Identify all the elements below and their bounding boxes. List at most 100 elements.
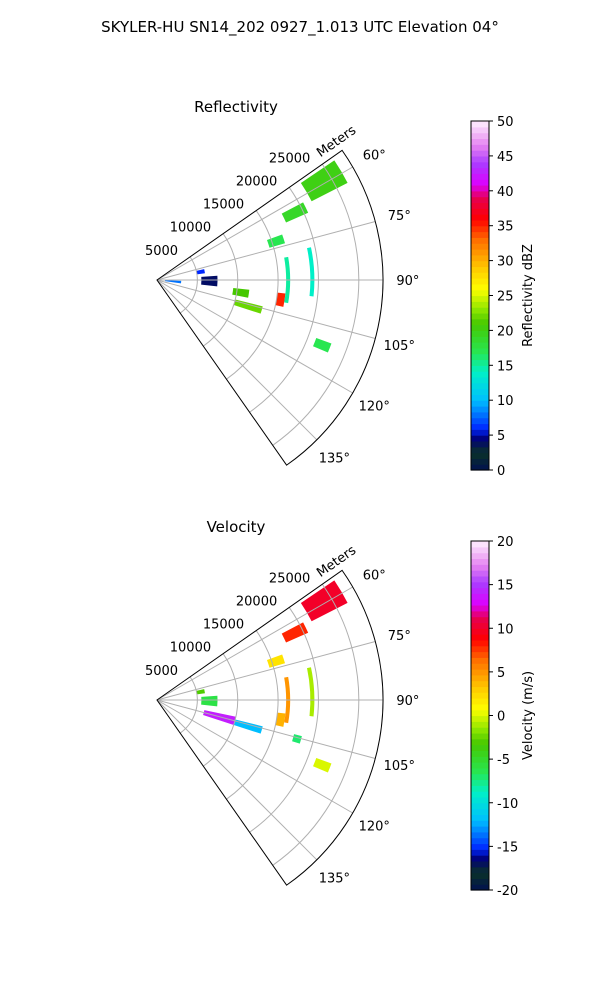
colorbar-swatch xyxy=(471,738,489,746)
echo-region xyxy=(266,234,286,248)
colorbar-swatch xyxy=(471,593,489,600)
range-tick-label: 5000 xyxy=(145,664,178,679)
range-ring xyxy=(249,187,319,413)
echo-region xyxy=(232,288,250,298)
azimuth-tick-label: 135° xyxy=(319,871,350,886)
range-ring xyxy=(272,163,360,446)
colorbar: 0 5 10 15 20 25 30 35 40 45 50 Reflectivity dBZ xyxy=(470,115,536,479)
colorbar-swatch xyxy=(471,150,489,157)
colorbar-swatch xyxy=(471,144,489,151)
colorbar-swatch xyxy=(471,353,489,361)
colorbar-swatch xyxy=(471,651,489,658)
colorbar-swatch xyxy=(471,237,489,244)
echo-region xyxy=(233,719,263,734)
colorbar-swatch xyxy=(471,388,489,395)
azimuth-tick-label: 90° xyxy=(396,274,419,289)
colorbar-swatch xyxy=(471,634,489,641)
sector-frame xyxy=(156,569,384,886)
colorbar-swatch xyxy=(471,365,489,372)
colorbar-swatch xyxy=(471,546,489,554)
colorbar-swatch xyxy=(471,190,489,198)
range-tick-label: 25000 xyxy=(269,151,310,166)
colorbar-swatch xyxy=(471,779,489,786)
colorbar-tick-label: -5 xyxy=(497,753,510,768)
colorbar-swatch xyxy=(471,231,489,238)
colorbar-swatch xyxy=(471,727,489,734)
colorbar-swatch xyxy=(471,411,489,419)
colorbar-swatch xyxy=(471,604,489,612)
colorbar-tick-label: 0 xyxy=(497,710,505,725)
colorbar-swatch xyxy=(471,406,489,413)
colorbar-swatch xyxy=(471,330,489,337)
colorbar-swatch xyxy=(471,698,489,705)
colorbar-swatch xyxy=(471,581,489,589)
colorbar-swatch xyxy=(471,570,489,577)
colorbar-swatch xyxy=(471,756,489,763)
azimuth-tick-label: 105° xyxy=(384,759,415,774)
colorbar-tick-label: 45 xyxy=(497,150,514,165)
echo-region xyxy=(196,269,205,275)
colorbar-swatch xyxy=(471,878,489,885)
colorbar-swatch xyxy=(471,179,489,186)
range-ring xyxy=(226,630,279,800)
colorbar-swatch xyxy=(471,796,489,804)
echo-region xyxy=(201,275,218,287)
colorbar-swatch xyxy=(471,126,489,134)
azimuth-tick-label: 120° xyxy=(359,399,390,414)
azimuth-tick-label: 75° xyxy=(388,629,411,644)
echo-region xyxy=(313,757,332,773)
range-ring xyxy=(203,653,239,767)
range-ring xyxy=(226,210,279,380)
colorbar-swatch xyxy=(471,347,489,355)
colorbar-swatch xyxy=(471,837,489,845)
colorbar-swatch xyxy=(471,872,489,879)
echo-region xyxy=(266,654,286,668)
colorbar-swatch xyxy=(471,214,489,221)
colorbar-swatch xyxy=(471,808,489,815)
colorbar-tick-label: 35 xyxy=(497,220,514,235)
colorbar-swatch xyxy=(471,301,489,308)
colorbar-swatch xyxy=(471,622,489,629)
colorbar-swatch xyxy=(471,599,489,606)
colorbar-swatch xyxy=(471,773,489,781)
panel-title: Reflectivity xyxy=(194,98,278,116)
colorbar-tick-label: 10 xyxy=(497,622,514,637)
colorbar-swatch xyxy=(471,452,489,459)
colorbar-swatch xyxy=(471,558,489,565)
colorbar-label: Velocity (m/s) xyxy=(521,671,536,760)
azimuth-tick-label: 60° xyxy=(363,149,386,164)
range-tick-label: 10000 xyxy=(170,641,211,656)
colorbar-swatch xyxy=(471,541,489,548)
colorbar-swatch xyxy=(471,464,489,471)
colorbar-tick-label: 5 xyxy=(497,429,505,444)
azimuth-gridline xyxy=(156,641,376,701)
azimuth-gridline xyxy=(156,699,318,861)
colorbar-swatch xyxy=(471,564,489,571)
colorbar-swatch xyxy=(471,616,489,624)
colorbar-swatch xyxy=(471,802,489,810)
colorbar-swatch xyxy=(471,324,489,331)
colorbar-swatch xyxy=(471,295,489,302)
range-ring xyxy=(272,583,360,866)
colorbar-swatch xyxy=(471,184,489,192)
colorbar-swatch xyxy=(471,814,489,821)
colorbar-swatch xyxy=(471,318,489,326)
colorbar-swatch xyxy=(471,278,489,285)
colorbar-swatch xyxy=(471,423,489,430)
colorbar-swatch xyxy=(471,161,489,169)
colorbar-swatch xyxy=(471,219,489,227)
colorbar-swatch xyxy=(471,820,489,827)
colorbar-swatch xyxy=(471,254,489,262)
azimuth-gridline xyxy=(156,699,376,759)
colorbar-swatch xyxy=(471,610,489,618)
range-tick-label: 20000 xyxy=(236,594,277,609)
range-tick-label: 10000 xyxy=(170,221,211,236)
colorbar-swatch xyxy=(471,762,489,769)
azimuth-gridline xyxy=(156,221,376,281)
colorbar-swatch xyxy=(471,721,489,728)
colorbar-tick-label: 20 xyxy=(497,324,514,339)
colorbar-swatch xyxy=(471,394,489,401)
colorbar-swatch xyxy=(471,639,489,647)
echo-region xyxy=(313,337,332,353)
range-tick-label: 5000 xyxy=(145,244,178,259)
